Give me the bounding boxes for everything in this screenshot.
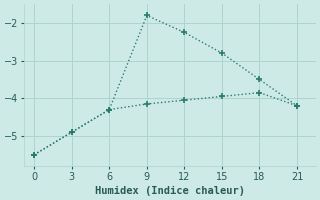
X-axis label: Humidex (Indice chaleur): Humidex (Indice chaleur) [95,186,245,196]
